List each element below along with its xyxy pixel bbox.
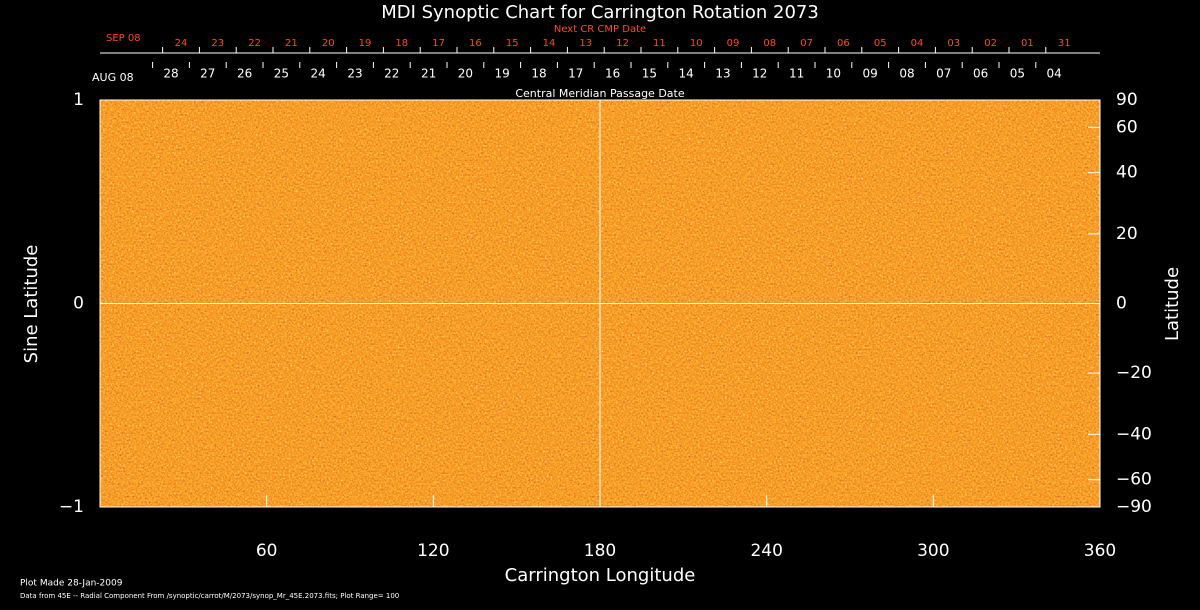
next-cr-day: 22 [248,38,261,49]
next-cr-day: 03 [947,38,960,49]
plot-note: Plot Made 28-Jan-2009 [20,579,123,589]
x-tick-label: 60 [256,541,278,561]
y2-tick-label: 90 [1116,90,1138,110]
cmp-day: 14 [679,67,694,81]
x-tick-label: 240 [750,541,782,561]
cmp-title: Central Meridian Passage Date [515,87,684,100]
cmp-day: 26 [237,67,252,81]
y2-axis-label: Latitude [1162,267,1183,341]
cmp-day: 19 [495,67,510,81]
next-cr-day: 05 [874,38,887,49]
y-tick-label: 0 [73,294,84,314]
y2-tick-label: 0 [1116,294,1127,314]
next-cr-day: 04 [911,38,924,49]
cmp-day: 22 [384,67,399,81]
x-axis-label: Carrington Longitude [505,565,696,586]
next-cr-day: 01 [1021,38,1034,49]
cmp-day: 12 [752,67,767,81]
next-cr-day: 20 [322,38,335,49]
next-cr-day: 15 [506,38,519,49]
cmp-day: 09 [863,67,878,81]
cmp-day: 08 [899,67,914,81]
next-cr-day: 13 [579,38,592,49]
next-cr-day: 12 [616,38,629,49]
y2-tick-label: 60 [1116,117,1138,137]
next-cr-day: 14 [543,38,556,49]
cmp-day: 15 [642,67,657,81]
next-cr-day: 10 [690,38,703,49]
chart-title: MDI Synoptic Chart for Carrington Rotati… [381,2,819,23]
cmp-day: 11 [789,67,804,81]
next-cr-day: 09 [727,38,740,49]
next-cr-day: 31 [1058,38,1071,49]
y2-tick-label: −60 [1116,470,1152,490]
next-cr-day: 21 [285,38,298,49]
next-cr-day: 18 [395,38,408,49]
next-cr-title: Next CR CMP Date [554,24,646,35]
y2-tick-label: −40 [1116,424,1152,444]
x-tick-label: 360 [1084,541,1116,561]
y-axis-label: Sine Latitude [21,245,42,364]
cmp-day: 21 [421,67,436,81]
plot-note: Data from 45E -- Radial Component From /… [20,592,399,600]
cmp-day: 18 [531,67,546,81]
cmp-day: 05 [1010,67,1025,81]
cmp-day: 04 [1047,67,1062,81]
cmp-month: AUG 08 [92,71,134,84]
y2-tick-label: 40 [1116,163,1138,183]
cmp-day: 25 [274,67,289,81]
x-tick-label: 300 [917,541,949,561]
y2-tick-label: 20 [1116,224,1138,244]
cmp-day: 28 [163,67,178,81]
cmp-day: 07 [936,67,951,81]
next-cr-day: 07 [800,38,813,49]
next-cr-day: 11 [653,38,666,49]
next-cr-day: 02 [984,38,997,49]
y2-tick-label: −90 [1116,497,1152,517]
x-tick-label: 120 [417,541,449,561]
cmp-day: 10 [826,67,841,81]
next-cr-day: 23 [211,38,224,49]
next-cr-day: 16 [469,38,482,49]
next-cr-month: SEP 08 [106,33,141,44]
cmp-day: 17 [568,67,583,81]
cmp-day: 23 [347,67,362,81]
cmp-day: 24 [311,67,326,81]
next-cr-day: 19 [359,38,372,49]
y2-tick-label: −20 [1116,363,1152,383]
cmp-day: 06 [973,67,988,81]
next-cr-day: 17 [432,38,445,49]
next-cr-day: 08 [763,38,776,49]
cmp-day: 20 [458,67,473,81]
y-tick-label: 1 [73,90,84,110]
x-tick-label: 180 [584,541,616,561]
next-cr-day: 24 [175,38,188,49]
cmp-day: 16 [605,67,620,81]
y-tick-label: −1 [59,497,84,517]
cmp-day: 27 [200,67,215,81]
cmp-day: 13 [715,67,730,81]
next-cr-day: 06 [837,38,850,49]
